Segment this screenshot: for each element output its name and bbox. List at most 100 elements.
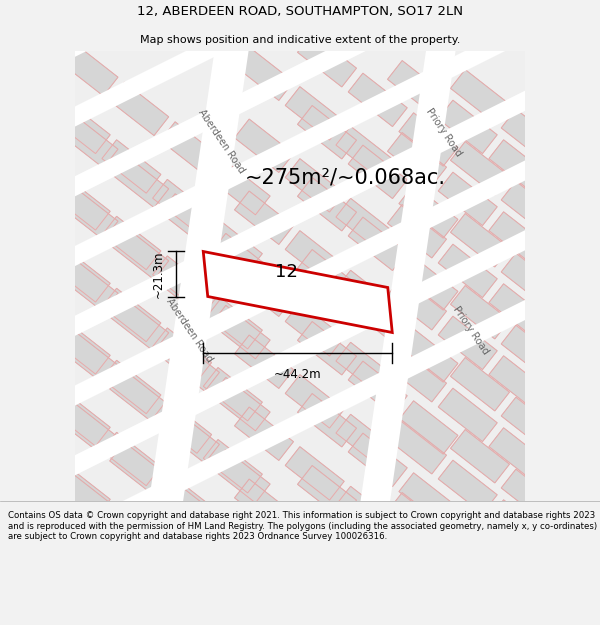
Polygon shape: [501, 181, 560, 234]
Polygon shape: [399, 329, 458, 382]
Polygon shape: [388, 132, 446, 186]
Polygon shape: [489, 356, 548, 409]
Text: 12: 12: [275, 262, 298, 281]
Polygon shape: [59, 402, 118, 456]
Polygon shape: [235, 47, 293, 101]
Polygon shape: [298, 106, 356, 159]
Polygon shape: [59, 259, 118, 312]
Polygon shape: [59, 331, 118, 384]
Polygon shape: [102, 140, 161, 193]
Polygon shape: [152, 472, 212, 526]
Polygon shape: [285, 302, 344, 356]
Polygon shape: [203, 251, 392, 332]
Polygon shape: [59, 474, 118, 528]
Polygon shape: [235, 479, 293, 532]
Polygon shape: [388, 492, 446, 546]
Polygon shape: [358, 27, 458, 526]
Polygon shape: [102, 216, 161, 270]
Polygon shape: [348, 505, 407, 559]
Polygon shape: [211, 521, 270, 575]
Polygon shape: [49, 81, 551, 345]
Polygon shape: [51, 392, 110, 446]
Polygon shape: [211, 378, 270, 431]
Polygon shape: [348, 361, 407, 414]
Polygon shape: [399, 257, 458, 310]
Polygon shape: [348, 289, 407, 342]
Polygon shape: [51, 537, 110, 590]
Polygon shape: [285, 519, 344, 572]
Polygon shape: [152, 179, 212, 233]
Polygon shape: [348, 145, 407, 199]
Polygon shape: [1, 497, 59, 551]
Polygon shape: [51, 464, 110, 518]
Polygon shape: [49, 0, 551, 206]
Polygon shape: [336, 270, 395, 324]
Polygon shape: [102, 288, 161, 342]
Polygon shape: [451, 357, 509, 411]
Text: Contains OS data © Crown copyright and database right 2021. This information is : Contains OS data © Crown copyright and d…: [8, 511, 597, 541]
Polygon shape: [235, 335, 293, 389]
Polygon shape: [489, 428, 548, 481]
Polygon shape: [211, 306, 270, 359]
Polygon shape: [146, 26, 251, 526]
Polygon shape: [348, 217, 407, 271]
Polygon shape: [399, 185, 458, 238]
Polygon shape: [211, 161, 270, 215]
Polygon shape: [438, 100, 497, 154]
Polygon shape: [451, 141, 509, 195]
Text: ~21.3m: ~21.3m: [152, 250, 165, 298]
Polygon shape: [298, 321, 356, 375]
Polygon shape: [298, 34, 356, 87]
Polygon shape: [438, 460, 497, 514]
Polygon shape: [152, 256, 212, 309]
Polygon shape: [399, 545, 458, 598]
Polygon shape: [49, 12, 551, 275]
Polygon shape: [451, 429, 509, 483]
Polygon shape: [110, 154, 169, 208]
Text: Aberdeen Road: Aberdeen Road: [196, 107, 246, 175]
Polygon shape: [285, 447, 344, 500]
Polygon shape: [203, 368, 262, 421]
Polygon shape: [501, 325, 560, 379]
Polygon shape: [336, 126, 395, 180]
Polygon shape: [399, 401, 458, 454]
Polygon shape: [298, 394, 356, 447]
Polygon shape: [110, 370, 169, 424]
Polygon shape: [102, 576, 161, 625]
Polygon shape: [388, 204, 446, 258]
Polygon shape: [501, 469, 560, 522]
Polygon shape: [336, 198, 395, 252]
Polygon shape: [298, 177, 356, 231]
Polygon shape: [438, 532, 497, 586]
Polygon shape: [160, 410, 220, 463]
Text: Priory Road: Priory Road: [451, 304, 491, 356]
Polygon shape: [451, 69, 509, 123]
Polygon shape: [203, 439, 262, 493]
Polygon shape: [160, 122, 220, 175]
Polygon shape: [110, 226, 169, 279]
Polygon shape: [1, 425, 59, 479]
Polygon shape: [336, 558, 395, 612]
Polygon shape: [501, 397, 560, 451]
Polygon shape: [51, 321, 110, 374]
Polygon shape: [102, 504, 161, 558]
Polygon shape: [51, 249, 110, 302]
Polygon shape: [298, 466, 356, 519]
Polygon shape: [501, 109, 560, 162]
Polygon shape: [451, 214, 509, 267]
Text: ~275m²/~0.068ac.: ~275m²/~0.068ac.: [245, 168, 445, 187]
Text: Map shows position and indicative extent of the property.: Map shows position and indicative extent…: [140, 35, 460, 45]
Text: ~44.2m: ~44.2m: [274, 368, 322, 381]
Polygon shape: [51, 177, 110, 230]
Polygon shape: [489, 212, 548, 265]
Polygon shape: [110, 442, 169, 496]
Polygon shape: [1, 61, 59, 114]
Polygon shape: [489, 572, 548, 625]
Polygon shape: [235, 263, 293, 316]
Polygon shape: [438, 316, 497, 369]
Polygon shape: [388, 276, 446, 330]
Polygon shape: [348, 73, 407, 127]
Polygon shape: [399, 112, 458, 166]
Polygon shape: [152, 400, 212, 453]
Polygon shape: [49, 221, 551, 484]
